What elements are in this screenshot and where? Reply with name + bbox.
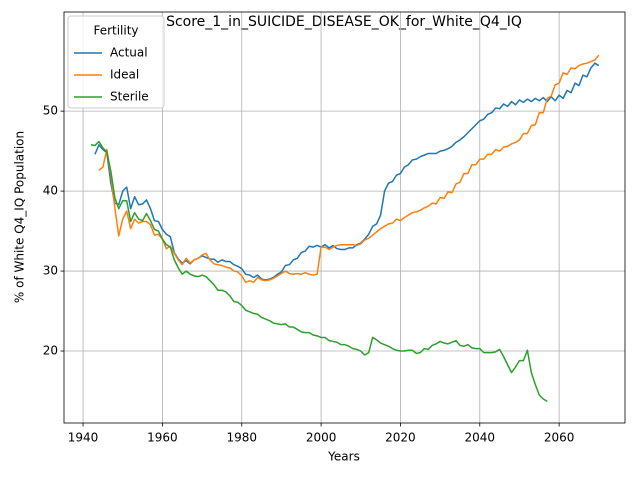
y-axis-label: % of White Q4_IQ Population bbox=[13, 131, 27, 303]
legend-label: Ideal bbox=[110, 68, 139, 82]
x-tick-label: 2040 bbox=[465, 431, 496, 445]
y-tick-label: 20 bbox=[43, 344, 58, 358]
chart-title: Score_1_in_SUICIDE_DISEASE_OK_for_White_… bbox=[166, 14, 522, 30]
legend-box bbox=[67, 15, 165, 109]
legend-label: Actual bbox=[110, 46, 148, 60]
line-series bbox=[98, 54, 600, 284]
plot-frame bbox=[63, 11, 626, 424]
x-tick-label: 2060 bbox=[544, 431, 575, 445]
x-tick-label: 2020 bbox=[385, 431, 416, 445]
x-axis-label: Years bbox=[327, 450, 360, 464]
y-tick-label: 40 bbox=[43, 184, 58, 198]
x-tick-label: 1980 bbox=[226, 431, 257, 445]
y-tick-label: 50 bbox=[43, 104, 58, 118]
legend-title: Fertility bbox=[93, 24, 138, 38]
x-tick-label: 1940 bbox=[68, 431, 99, 445]
x-tick-label: 1960 bbox=[147, 431, 178, 445]
line-series bbox=[90, 140, 548, 403]
legend-label: Sterile bbox=[110, 90, 149, 104]
x-tick-label: 2000 bbox=[306, 431, 337, 445]
y-tick-label: 30 bbox=[43, 264, 58, 278]
